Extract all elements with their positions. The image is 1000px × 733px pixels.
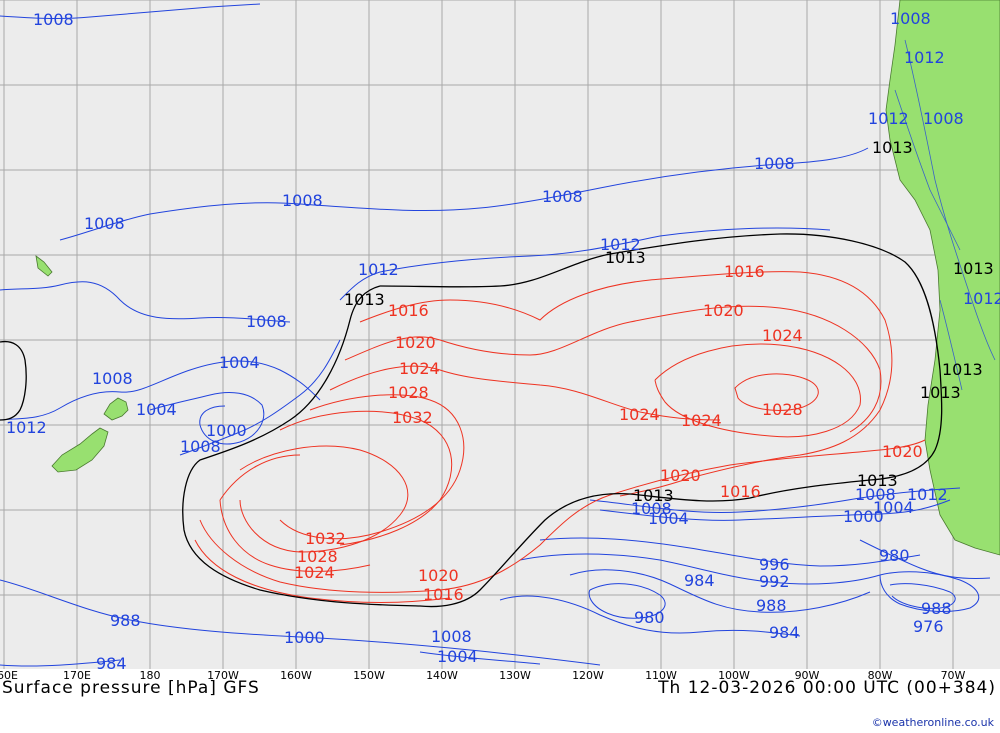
lon-label: 160W [280,669,312,682]
isobar-label: 1008 [923,109,964,128]
isobar-label: 1004 [437,647,478,666]
isobar-label: 980 [634,608,665,627]
lon-label: 170W [207,669,239,682]
pressure-map: 1008 1008 1008 1008 1008 1008 1008 1008 … [0,0,1000,669]
isobar-label: 1032 [392,408,433,427]
isobar-label: 996 [759,555,790,574]
lon-label: 110W [645,669,677,682]
isobar-label: 988 [921,599,952,618]
isobar-label: 992 [759,572,790,591]
isobar-label: 1024 [762,326,803,345]
isobar-labels-ref: 1013 1013 1013 1013 1013 1013 1013 1013 [344,138,994,505]
isobar-label: 1008 [631,499,672,518]
isobar-label: 1028 [297,547,338,566]
isobar-label: 1008 [890,9,931,28]
lon-label: 180 [139,669,161,682]
south-america [885,0,1000,556]
isobar-label: 1008 [92,369,133,388]
isobar-label: 1000 [284,628,325,647]
isobar-label: 1000 [206,421,247,440]
isobar-label: 984 [684,571,715,590]
isobar-label: 1013 [920,383,961,402]
isobar-label: 1012 [600,235,641,254]
lon-label: 100W [718,669,750,682]
isobar-label: 1020 [703,301,744,320]
isobar-label: 1012 [963,289,1000,308]
isobar-label: 1016 [388,301,429,320]
lon-label: 160E [0,669,18,682]
forecast-datetime: Th 12-03-2026 00:00 UTC (00+384) [658,678,996,698]
lon-label: 80W [867,669,893,682]
isobar-label: 1008 [246,312,287,331]
isobar-label: 1008 [282,191,323,210]
isobar-label: 1020 [882,442,923,461]
land [35,0,1000,556]
lon-label: 140W [426,669,458,682]
isobar-label: 1032 [305,529,346,548]
isobar-label: 1000 [843,507,884,526]
isobar-label: 1024 [619,405,660,424]
isobars-high [194,271,926,603]
credit-link[interactable]: ©weatheronline.co.uk [871,716,994,729]
lon-label: 90W [794,669,820,682]
new-caledonia [35,255,53,277]
isobar-1013 [0,233,943,608]
isobar-labels-high: 1016 1020 1024 1028 1032 1016 1020 1024 … [294,262,923,604]
isobar-labels-low: 1008 1008 1008 1008 1008 1008 1008 1008 … [6,9,1000,669]
isobar-label: 1024 [294,563,335,582]
isobar-label: 980 [879,546,910,565]
isobar-label: 1008 [180,437,221,456]
isobar-label: 1008 [855,485,896,504]
isobar-label: 1012 [6,418,47,437]
map-canvas: 1008 1008 1008 1008 1008 1008 1008 1008 … [0,0,1000,669]
isobar-label: 1004 [873,498,914,517]
new-zealand-north [103,397,129,421]
isobar-label: 1013 [857,471,898,490]
isobar-label: 1013 [953,259,994,278]
borders [894,39,996,391]
isobar-label: 1012 [358,260,399,279]
isobar-label: 1013 [633,486,674,505]
isobar-label: 1028 [762,400,803,419]
isobar-label: 976 [913,617,944,636]
isobar-label: 1020 [418,566,459,585]
isobar-label: 1016 [423,585,464,604]
isobar-label: 1004 [219,353,260,372]
map-title: Surface pressure [hPa] GFS [2,678,260,698]
isobar-label: 1013 [942,360,983,379]
lon-label: 70W [940,669,966,682]
lon-label: 130W [499,669,531,682]
new-zealand-south [51,427,109,473]
isobar-label: 988 [756,596,787,615]
isobar-label: 1013 [872,138,913,157]
isobar-label: 1008 [33,10,74,29]
isobar-label: 1028 [388,383,429,402]
isobar-label: 1013 [605,248,646,267]
isobar-label: 1008 [431,627,472,646]
isobar-label: 1012 [868,109,909,128]
isobar-label: 1013 [344,290,385,309]
isobar-label: 1016 [720,482,761,501]
lon-label: 120W [572,669,604,682]
isobar-label: 1004 [136,400,177,419]
isobar-label: 1020 [660,466,701,485]
isobar-label: 1012 [907,485,948,504]
isobar-label: 1008 [84,214,125,233]
isobar-label: 1024 [681,411,722,430]
isobar-label: 1004 [648,509,689,528]
isobars-low [0,3,991,667]
isobar-label: 1012 [904,48,945,67]
lon-label: 150W [353,669,385,682]
isobar-label: 988 [110,611,141,630]
isobar-label: 984 [96,654,127,669]
isobar-label: 1024 [399,359,440,378]
isobar-label: 984 [769,623,800,642]
isobar-label: 1020 [395,333,436,352]
lon-label: 170E [63,669,91,682]
isobar-label: 1008 [542,187,583,206]
isobar-label: 1008 [754,154,795,173]
isobar-label: 1016 [724,262,765,281]
